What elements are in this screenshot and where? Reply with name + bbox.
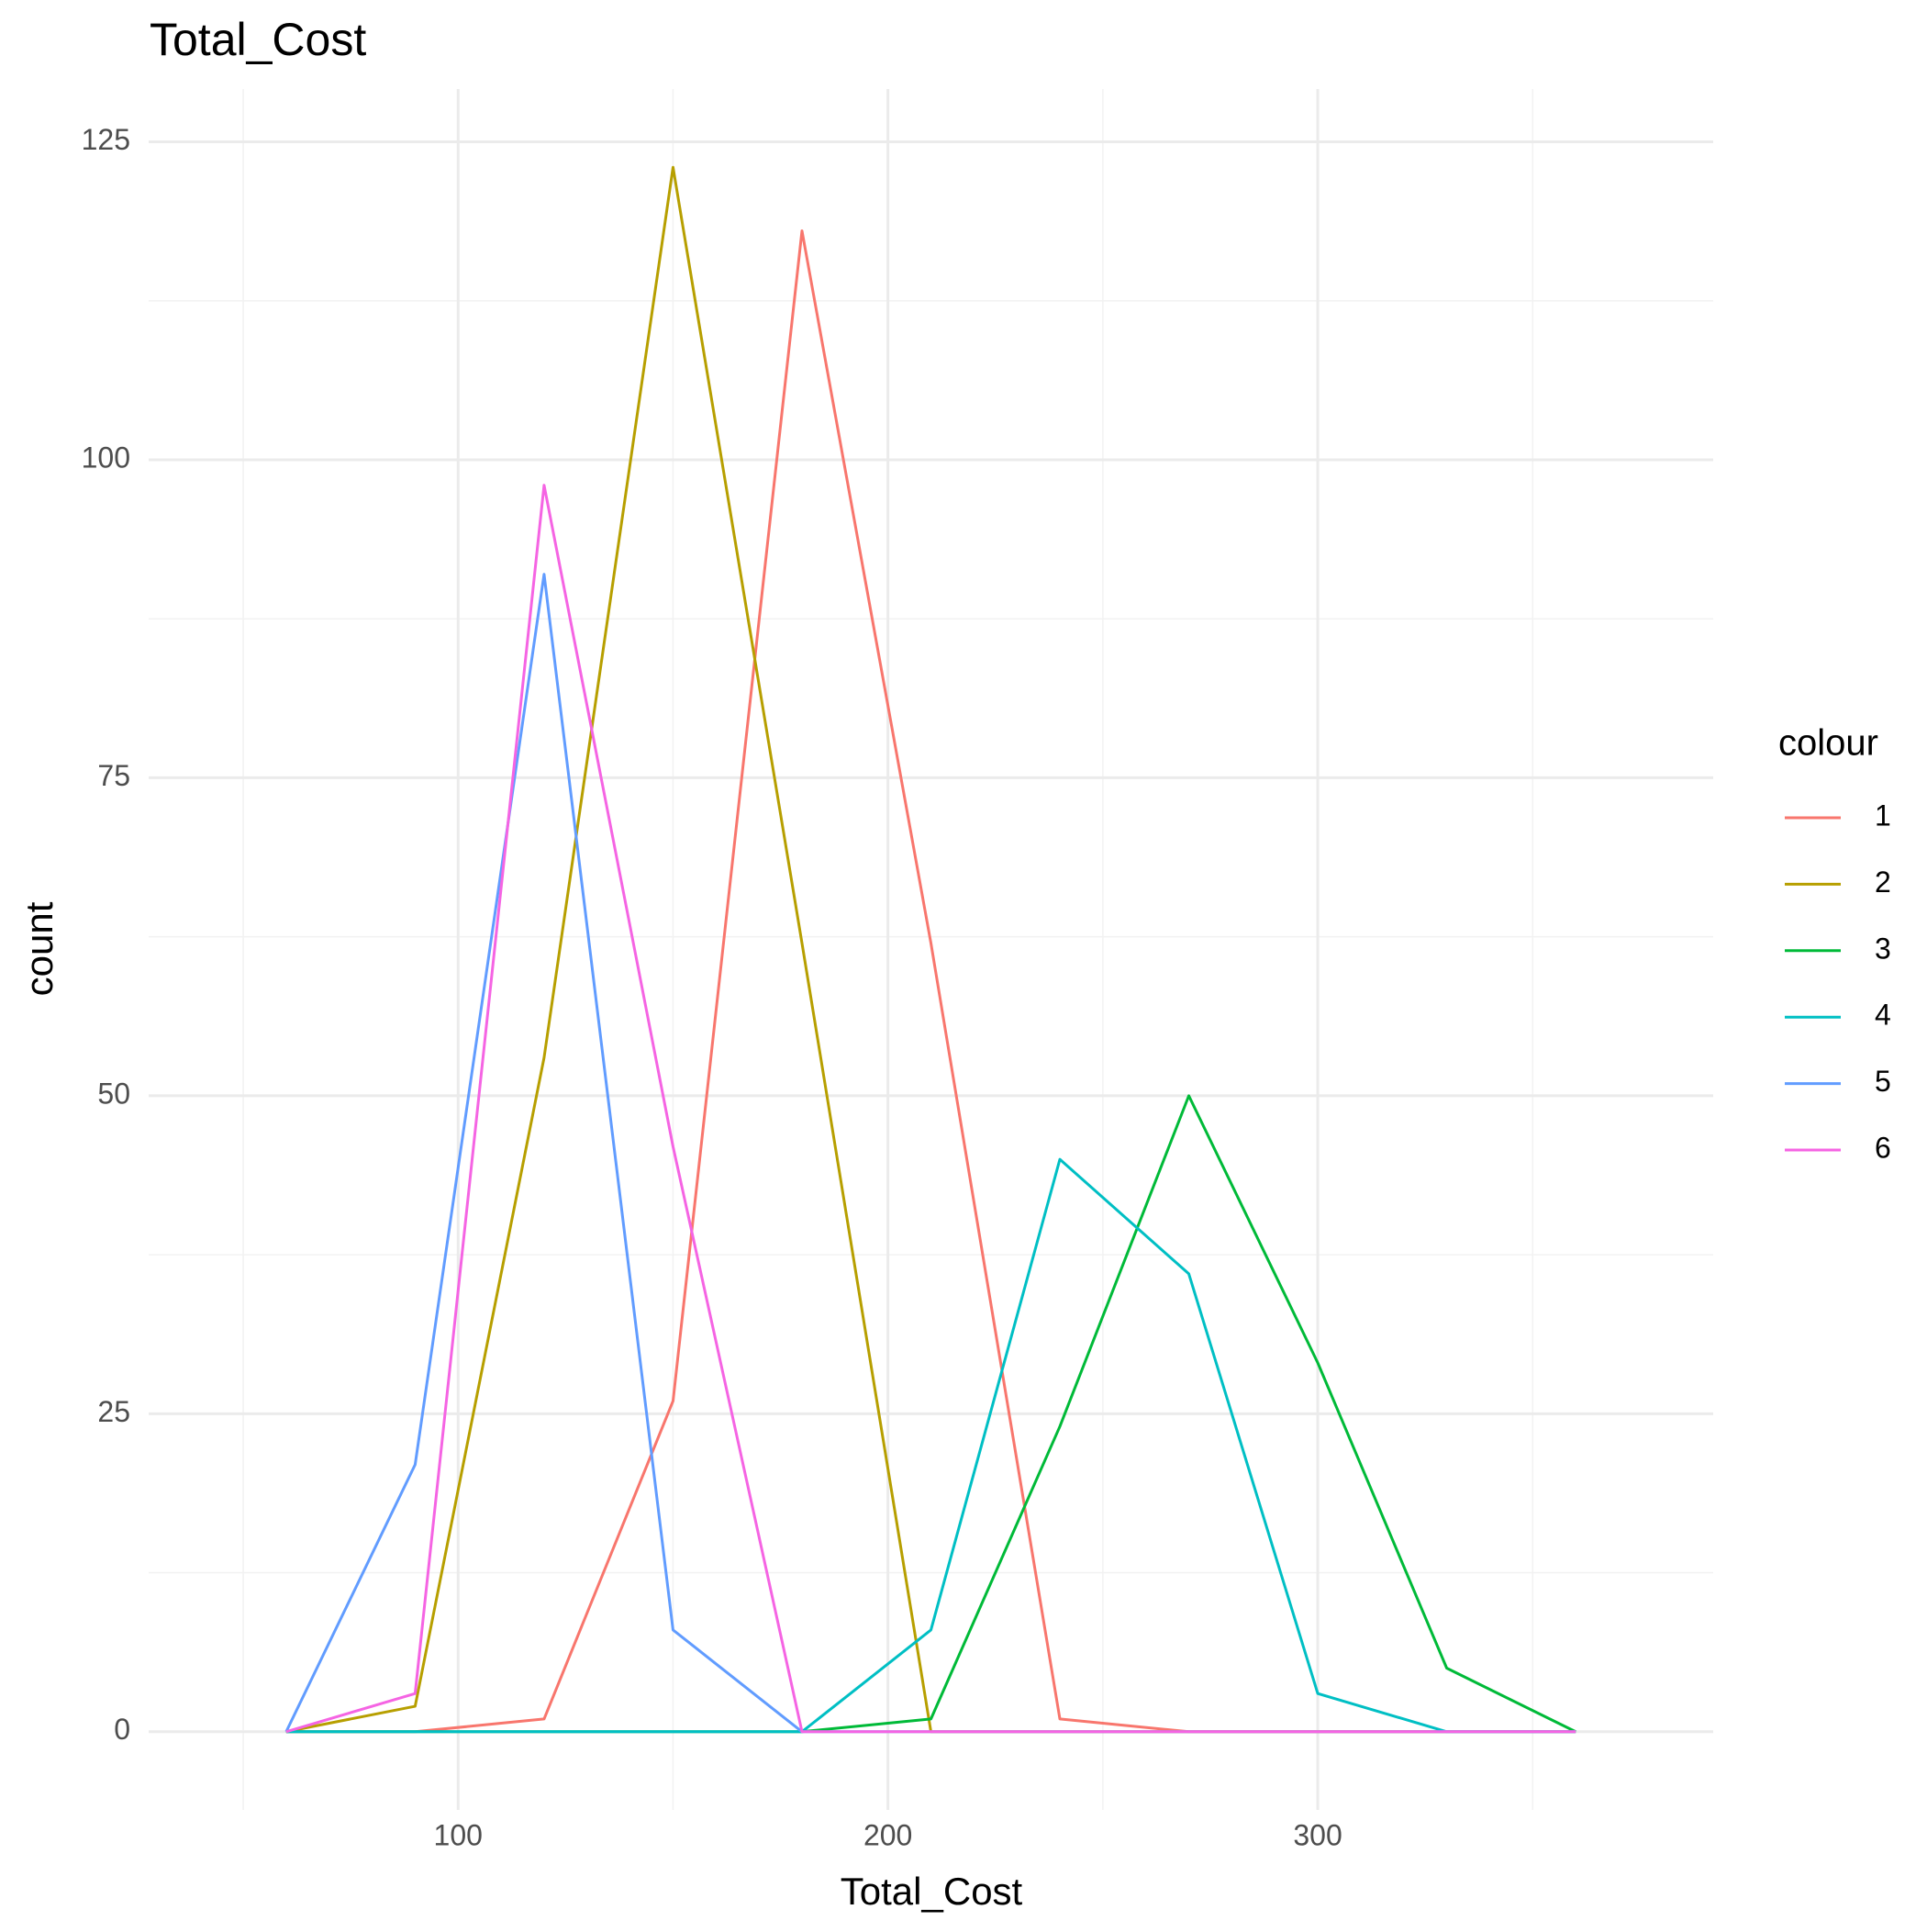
legend-label: 2: [1875, 865, 1891, 899]
y-tick-label: 50: [97, 1077, 130, 1110]
x-tick-label: 100: [434, 1818, 483, 1851]
series-line: [284, 573, 1576, 1734]
y-tick-label: 100: [82, 441, 130, 474]
legend-label: 1: [1875, 798, 1891, 832]
x-tick-label: 200: [863, 1818, 912, 1851]
legend-label: 5: [1875, 1065, 1891, 1098]
series-line: [285, 229, 1576, 1734]
grid: [149, 89, 1713, 1810]
x-tick-label: 300: [1293, 1818, 1342, 1851]
y-tick-label: 25: [97, 1395, 130, 1428]
chart-title: Total_Cost: [150, 14, 366, 65]
legend-title: colour: [1778, 723, 1878, 764]
series-line: [285, 1157, 1576, 1734]
legend-label: 4: [1875, 999, 1891, 1032]
series-line: [285, 484, 1576, 1734]
x-axis-title: Total_Cost: [841, 1870, 1023, 1913]
y-tick-label: 75: [97, 759, 130, 792]
y-axis-title: count: [17, 901, 61, 996]
y-tick-label: 0: [114, 1713, 130, 1746]
legend-label: 3: [1875, 932, 1891, 965]
y-tick-label: 125: [82, 123, 130, 156]
legend-label: 6: [1875, 1131, 1891, 1164]
